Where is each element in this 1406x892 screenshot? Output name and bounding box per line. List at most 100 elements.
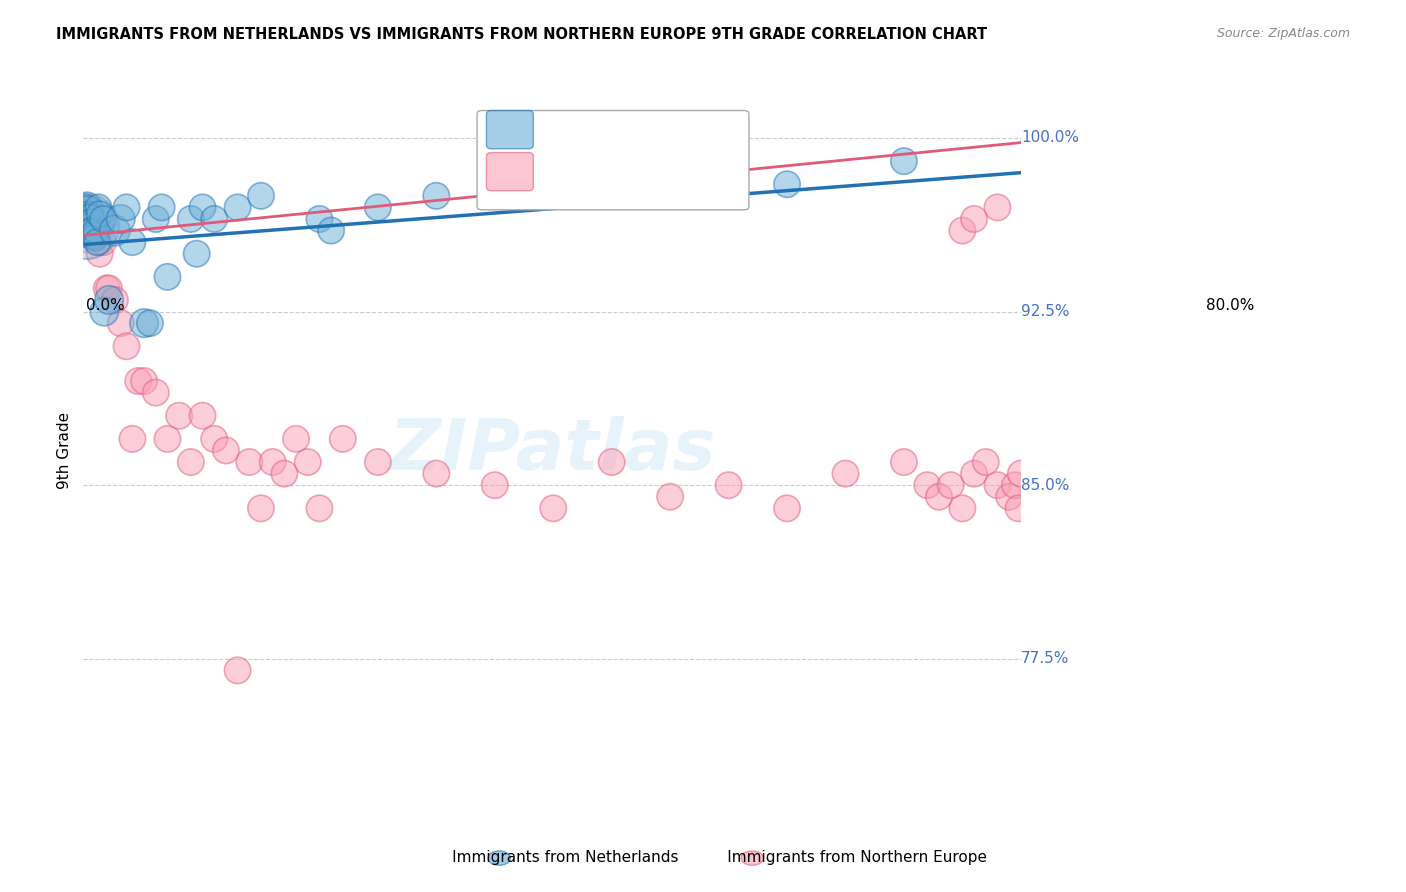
Point bbox=[250, 189, 273, 203]
Point bbox=[75, 211, 97, 226]
Point bbox=[89, 246, 111, 260]
Point bbox=[834, 467, 856, 481]
Point bbox=[321, 223, 343, 237]
Point bbox=[974, 455, 997, 469]
Point bbox=[191, 409, 214, 423]
Point bbox=[82, 223, 104, 237]
Text: 0.0%: 0.0% bbox=[86, 298, 124, 313]
Text: Source: ZipAtlas.com: Source: ZipAtlas.com bbox=[1216, 27, 1350, 40]
Point bbox=[83, 226, 105, 240]
Point bbox=[77, 217, 100, 231]
Text: 92.5%: 92.5% bbox=[1021, 304, 1070, 319]
Point bbox=[75, 217, 97, 231]
Point bbox=[77, 217, 100, 231]
Point bbox=[893, 455, 915, 469]
Point bbox=[226, 201, 249, 215]
Point bbox=[75, 219, 97, 233]
Point bbox=[1007, 501, 1029, 516]
Point bbox=[77, 210, 100, 224]
FancyBboxPatch shape bbox=[486, 153, 533, 191]
Point bbox=[83, 228, 105, 243]
Point bbox=[145, 211, 167, 226]
Point bbox=[132, 374, 155, 388]
Point bbox=[226, 664, 249, 678]
Point bbox=[75, 223, 97, 237]
Point bbox=[104, 293, 127, 307]
Point bbox=[180, 455, 202, 469]
Point bbox=[776, 178, 799, 192]
Point bbox=[297, 455, 319, 469]
Point bbox=[167, 409, 190, 423]
Point bbox=[986, 478, 1008, 492]
Point bbox=[75, 217, 97, 231]
Point bbox=[1004, 478, 1026, 492]
Text: R = 0.081    N = 70: R = 0.081 N = 70 bbox=[543, 162, 718, 181]
Text: R = 0.081    N = 70: R = 0.081 N = 70 bbox=[543, 162, 718, 181]
Point bbox=[76, 223, 98, 237]
Point bbox=[127, 374, 149, 388]
Point bbox=[77, 217, 100, 231]
Point bbox=[79, 219, 101, 233]
Point bbox=[202, 432, 225, 446]
Point bbox=[84, 223, 107, 237]
Point bbox=[132, 316, 155, 330]
Text: ZIPatlas: ZIPatlas bbox=[388, 416, 716, 485]
Point bbox=[87, 201, 110, 215]
Point bbox=[273, 467, 295, 481]
Point bbox=[541, 501, 564, 516]
Point bbox=[82, 223, 104, 237]
Point bbox=[75, 205, 97, 219]
Point bbox=[998, 490, 1021, 504]
Point bbox=[238, 455, 260, 469]
Point bbox=[939, 478, 962, 492]
Point bbox=[84, 228, 107, 243]
Point bbox=[76, 217, 98, 231]
Point bbox=[77, 210, 100, 224]
Point bbox=[215, 443, 238, 458]
Point bbox=[84, 223, 107, 237]
Text: R = 0.225    N = 50: R = 0.225 N = 50 bbox=[543, 120, 718, 138]
Point bbox=[928, 490, 950, 504]
Point bbox=[986, 201, 1008, 215]
Text: 100.0%: 100.0% bbox=[1021, 130, 1078, 145]
Point bbox=[121, 235, 143, 249]
Point bbox=[76, 205, 98, 219]
Point bbox=[104, 223, 127, 237]
Point bbox=[156, 269, 179, 284]
Point bbox=[963, 211, 986, 226]
Point bbox=[80, 219, 103, 233]
Point bbox=[484, 178, 506, 192]
Point bbox=[75, 211, 97, 226]
Point bbox=[917, 478, 939, 492]
Point bbox=[776, 501, 799, 516]
Point bbox=[308, 501, 330, 516]
Point bbox=[86, 235, 108, 249]
Point bbox=[80, 223, 103, 237]
Point bbox=[77, 217, 100, 231]
Point bbox=[75, 228, 97, 243]
Point bbox=[75, 201, 97, 215]
Y-axis label: 9th Grade: 9th Grade bbox=[58, 412, 72, 489]
Point bbox=[89, 207, 111, 221]
FancyBboxPatch shape bbox=[486, 111, 533, 149]
Point bbox=[110, 211, 132, 226]
Point bbox=[139, 316, 162, 330]
Point bbox=[717, 478, 740, 492]
Point bbox=[86, 235, 108, 249]
Point bbox=[75, 223, 97, 237]
Point bbox=[91, 211, 114, 226]
Point bbox=[77, 211, 100, 226]
Text: 85.0%: 85.0% bbox=[1021, 478, 1069, 492]
Point bbox=[332, 432, 354, 446]
Point bbox=[425, 467, 447, 481]
Point bbox=[484, 478, 506, 492]
Point bbox=[963, 467, 986, 481]
Point bbox=[76, 219, 98, 233]
Point bbox=[285, 432, 308, 446]
Point bbox=[156, 432, 179, 446]
Point bbox=[180, 211, 202, 226]
Point bbox=[80, 217, 103, 231]
Point bbox=[367, 455, 389, 469]
Point bbox=[893, 154, 915, 169]
Point bbox=[191, 201, 214, 215]
